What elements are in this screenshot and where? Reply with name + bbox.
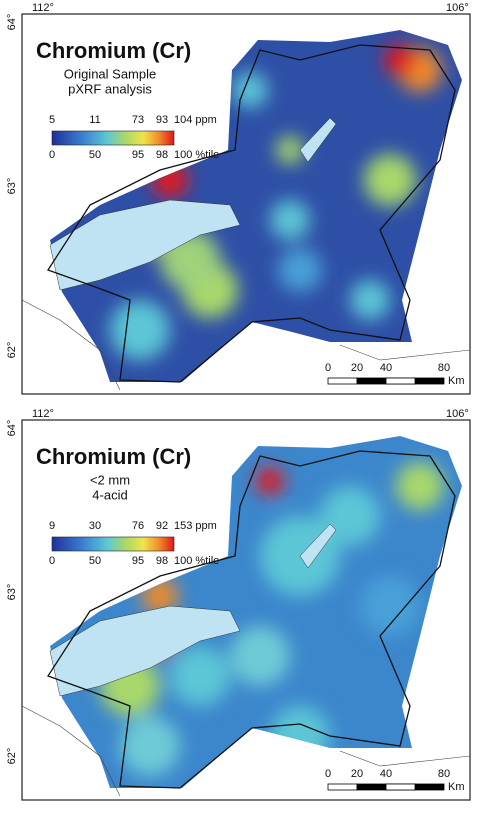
latitude-label: 63° <box>6 584 18 601</box>
scale-label: 80 <box>438 362 450 374</box>
concentration-spot <box>278 248 322 292</box>
concentration-spot <box>170 646 230 706</box>
boundary <box>47 44 456 383</box>
legend-percentile-label: 50 <box>89 149 101 161</box>
map-panel: 64° 112° 106° 63° 62° Chromium (Cr) <2 mm4-aci… <box>6 408 471 801</box>
map-title: Chromium (Cr) <box>36 444 191 469</box>
latitude-label: 64° <box>6 14 18 31</box>
scale-segment <box>327 783 358 791</box>
longitude-label: 112° <box>32 2 54 14</box>
scale-segment <box>356 377 387 385</box>
scale-label: 20 <box>351 362 363 374</box>
scale-segment <box>327 377 358 385</box>
scale-segment <box>385 783 416 791</box>
coast <box>21 299 471 391</box>
longitude-label: 106° <box>446 408 469 420</box>
legend-percentile-label: 50 <box>89 555 101 567</box>
latitude-label: 64° <box>6 420 18 437</box>
concentration-spot <box>396 462 444 510</box>
legend-percentile-label: 0 <box>49 555 55 567</box>
scale-segment <box>415 784 444 790</box>
legend-ppm-label: 93 <box>156 114 168 126</box>
legend-ppm-label: 73 <box>132 114 144 126</box>
legend-percentile-label: 95 <box>132 149 144 161</box>
scale-segment <box>385 377 416 385</box>
legend-percentile-label: 98 <box>156 555 168 567</box>
latitude-label: 62° <box>6 342 18 359</box>
color-bar <box>51 130 175 146</box>
legend-percentile-label: 100 %tile <box>174 555 219 567</box>
longitude-label: 106° <box>446 2 469 14</box>
concentration-spot <box>230 626 290 686</box>
legend-percentile-label: 100 %tile <box>174 149 219 161</box>
legend-percentile-label: 98 <box>156 149 168 161</box>
latitude-label: 63° <box>6 178 18 195</box>
concentration-spot <box>256 467 284 495</box>
longitude-label: 112° <box>32 408 54 420</box>
map-subtitle: <2 mm <box>90 472 130 487</box>
scale-unit: Km <box>448 781 465 793</box>
scale-label: 0 <box>325 362 331 374</box>
map-subtitle: Original Sample <box>64 66 157 81</box>
map-panel: 64° 112° 106° 63° 62° Chromium (Cr) Original S… <box>6 2 471 395</box>
legend-ppm-label: 30 <box>89 520 101 532</box>
scale-label: 40 <box>380 362 392 374</box>
scale-segment <box>356 783 387 791</box>
legend-ppm-label: 76 <box>132 520 144 532</box>
legend-ppm-label: 9 <box>49 520 55 532</box>
concentration-spot <box>360 576 420 636</box>
legend-percentile-label: 95 <box>132 555 144 567</box>
concentration-spot <box>270 200 310 240</box>
concentration-spot <box>350 280 390 320</box>
legend-ppm-label: 153 ppm <box>174 520 217 532</box>
concentration-spot <box>110 300 170 360</box>
map-subtitle: pXRF analysis <box>68 81 152 96</box>
concentration-spot <box>384 44 416 76</box>
lake <box>299 523 337 569</box>
color-bar <box>51 536 175 552</box>
boundary <box>47 450 456 789</box>
legend-percentile-label: 0 <box>49 149 55 161</box>
latitude-label: 62° <box>6 748 18 765</box>
concentration-spot <box>120 716 180 776</box>
coast <box>21 705 471 797</box>
map-title: Chromium (Cr) <box>36 38 191 63</box>
scale-label: 0 <box>325 768 331 780</box>
lake <box>49 605 241 697</box>
lake <box>299 117 337 163</box>
scale-label: 40 <box>380 768 392 780</box>
concentration-spot <box>276 136 304 164</box>
scale-unit: Km <box>448 375 465 387</box>
map-subtitle: 4-acid <box>92 487 127 502</box>
legend-ppm-label: 92 <box>156 520 168 532</box>
legend-ppm-label: 5 <box>49 114 55 126</box>
scale-label: 80 <box>438 768 450 780</box>
concentration-spot <box>364 154 416 206</box>
lake <box>49 199 241 291</box>
legend-ppm-label: 104 ppm <box>174 114 217 126</box>
scale-segment <box>415 378 444 384</box>
legend-ppm-label: 11 <box>89 114 100 126</box>
concentration-spot <box>232 72 268 108</box>
scale-label: 20 <box>351 768 363 780</box>
